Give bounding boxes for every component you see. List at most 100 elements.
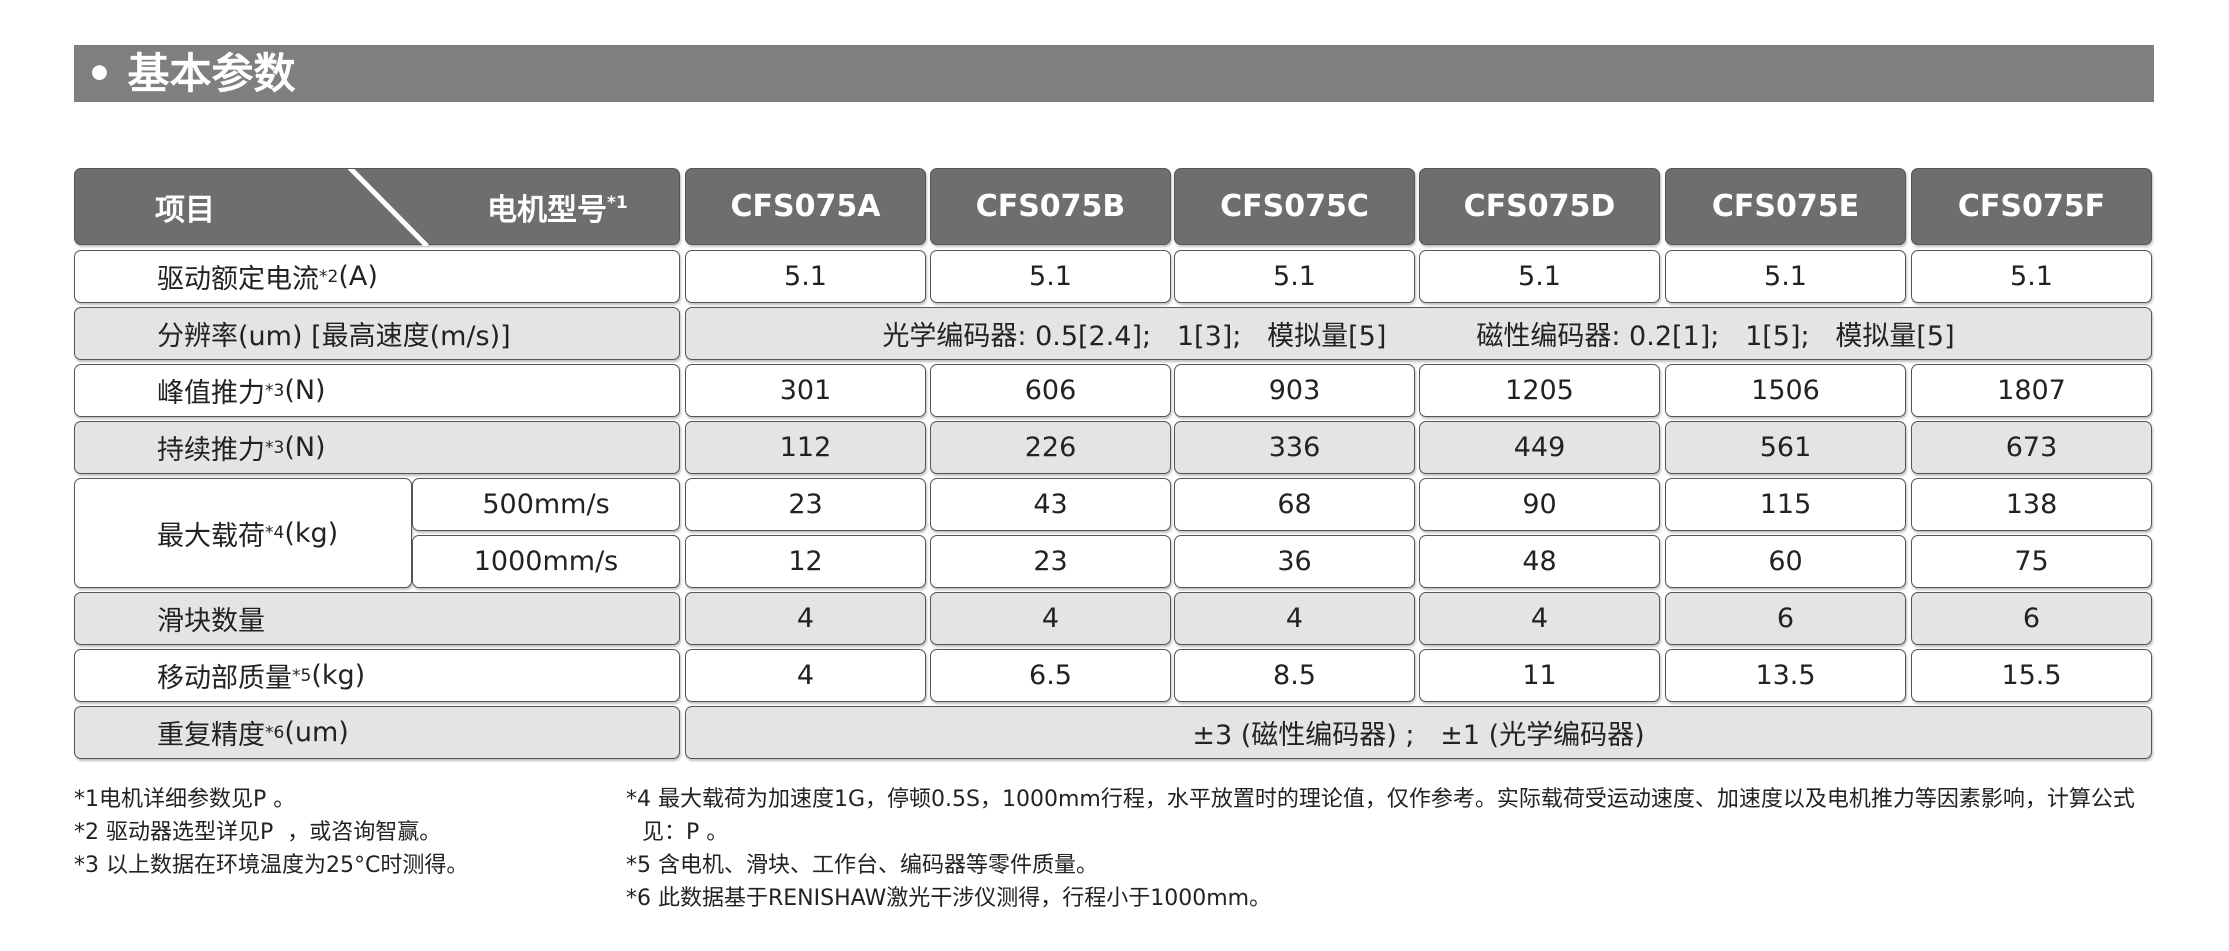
sub-label: 1000mm/s [473,546,619,577]
value: 336 [1268,432,1321,463]
footnote: *1电机详细参数见P 。 [74,787,296,812]
footnote: *4 最大载荷为加速度1G，停顿0.5S，1000mm行程，水平放置时的理论值，… [626,787,2135,845]
row-label-unit: (um) [284,717,349,748]
footnote: *6 此数据基于RENISHAW激光干涉仪测得，行程小于1000mm。 [626,886,1272,911]
value: 606 [1024,375,1077,406]
value-cell: 1205 [1419,364,1660,417]
value-cell: 6 [1911,592,2152,645]
merged-text: 磁性编码器: 0.2[1]; 1[5]; 模拟量[5] [1476,321,1955,352]
value: 5.1 [1029,261,1072,292]
value-cell: 5.1 [1911,250,2152,303]
value: 1506 [1751,375,1820,406]
merged-cell: 光学编码器: 0.5[2.4]; 1[3]; 模拟量[5] 磁性编码器: 0.2[… [685,307,2152,360]
value-cell: 6.5 [930,649,1171,702]
value-cell: 5.1 [1419,250,1660,303]
value: 68 [1277,489,1312,520]
row-header: 分辨率(um) [最高速度(m/s)] [74,307,680,360]
model-name: CFS075D [1463,189,1616,224]
value-cell: 8.5 [1174,649,1415,702]
value: 1807 [1997,375,2066,406]
model-name: CFS075B [975,189,1126,224]
value: 4 [1285,603,1304,634]
row-label: 移动部质量 [157,663,292,694]
row-header: 持续推力 *3 (N) [74,421,680,474]
merged-cell: ±3 (磁性编码器) ; ±1 (光学编码器) [685,706,2152,759]
value: 4 [1530,603,1549,634]
value-cell: 68 [1174,478,1415,531]
value: 226 [1024,432,1077,463]
row-label: 最大载荷 [157,520,265,552]
row-label-unit: (A) [338,261,378,292]
value-cell: 60 [1665,535,1906,588]
value: 301 [779,375,832,406]
value: 90 [1522,489,1557,520]
value: 36 [1277,546,1312,577]
value-cell: 43 [930,478,1171,531]
value: 48 [1522,546,1557,577]
value-cell: 15.5 [1911,649,2152,702]
value: 1205 [1505,375,1574,406]
value: 23 [1033,546,1068,577]
model-name: CFS075C [1220,189,1369,224]
value-cell: 5.1 [930,250,1171,303]
row-label-sup: *6 [265,722,285,743]
row-label: 驱动额定电流 [157,264,319,295]
row-label-unit: (kg) [284,517,339,549]
row-header: 最大载荷 *4 (kg) [74,478,412,588]
value-cell: 13.5 [1665,649,1906,702]
value-cell: 5.1 [685,250,926,303]
corner-right: 电机型号*1 [487,185,628,229]
row-label-unit: (N) [284,432,326,463]
value: 4 [1041,603,1060,634]
row-header: 重复精度 *6 (um) [74,706,680,759]
value: 75 [2014,546,2049,577]
value-cell: 1506 [1665,364,1906,417]
value: 138 [2005,489,2058,520]
value: 4 [796,603,815,634]
value-cell: 4 [685,592,926,645]
value-cell: 1807 [1911,364,2152,417]
footnote: *2 驱动器选型详见P ，或咨询智赢。 [74,820,442,845]
row-header: 驱动额定电流 *2 (A) [74,250,680,303]
value-cell: 36 [1174,535,1415,588]
notes-right: *4 最大载荷为加速度1G，停顿0.5S，1000mm行程，水平放置时的理论值，… [626,783,2156,915]
value-cell: 5.1 [1665,250,1906,303]
row-label-sup: *3 [265,437,285,458]
row-header: 峰值推力 *3 (N) [74,364,680,417]
sub-header: 500mm/s [412,478,680,531]
value: 5.1 [1273,261,1316,292]
value: 13.5 [1755,660,1816,691]
sub-label: 500mm/s [482,489,610,520]
corner-left: 项目 [155,192,215,228]
value-cell: 90 [1419,478,1660,531]
row-label-unit: (N) [284,375,326,406]
value-cell: 112 [685,421,926,474]
model-header: CFS075B [930,168,1171,245]
value-cell: 48 [1419,535,1660,588]
value-cell: 301 [685,364,926,417]
value: 115 [1759,489,1812,520]
diagonal-line [347,169,429,246]
value-cell: 11 [1419,649,1660,702]
value-cell: 5.1 [1174,250,1415,303]
footnote: *3 以上数据在环境温度为25°C时测得。 [74,853,469,878]
row-label: 持续推力 [157,435,265,466]
row-header: 移动部质量 *5 (kg) [74,649,680,702]
model-header: CFS075A [685,168,926,245]
row-label: 分辨率(um) [最高速度(m/s)] [157,321,511,352]
value: 5.1 [784,261,827,292]
value-cell: 138 [1911,478,2152,531]
value: 449 [1513,432,1566,463]
value-cell: 561 [1665,421,1906,474]
row-label: 峰值推力 [157,378,265,409]
value-cell: 6 [1665,592,1906,645]
value-cell: 23 [685,478,926,531]
value-cell: 23 [930,535,1171,588]
row-label-sup: *5 [292,665,312,686]
value-cell: 449 [1419,421,1660,474]
value: 43 [1033,489,1068,520]
merged-text: ±3 (磁性编码器) ; ±1 (光学编码器) [1192,720,1645,751]
model-header: CFS075C [1174,168,1415,245]
value-cell: 12 [685,535,926,588]
value: 15.5 [2001,660,2062,691]
